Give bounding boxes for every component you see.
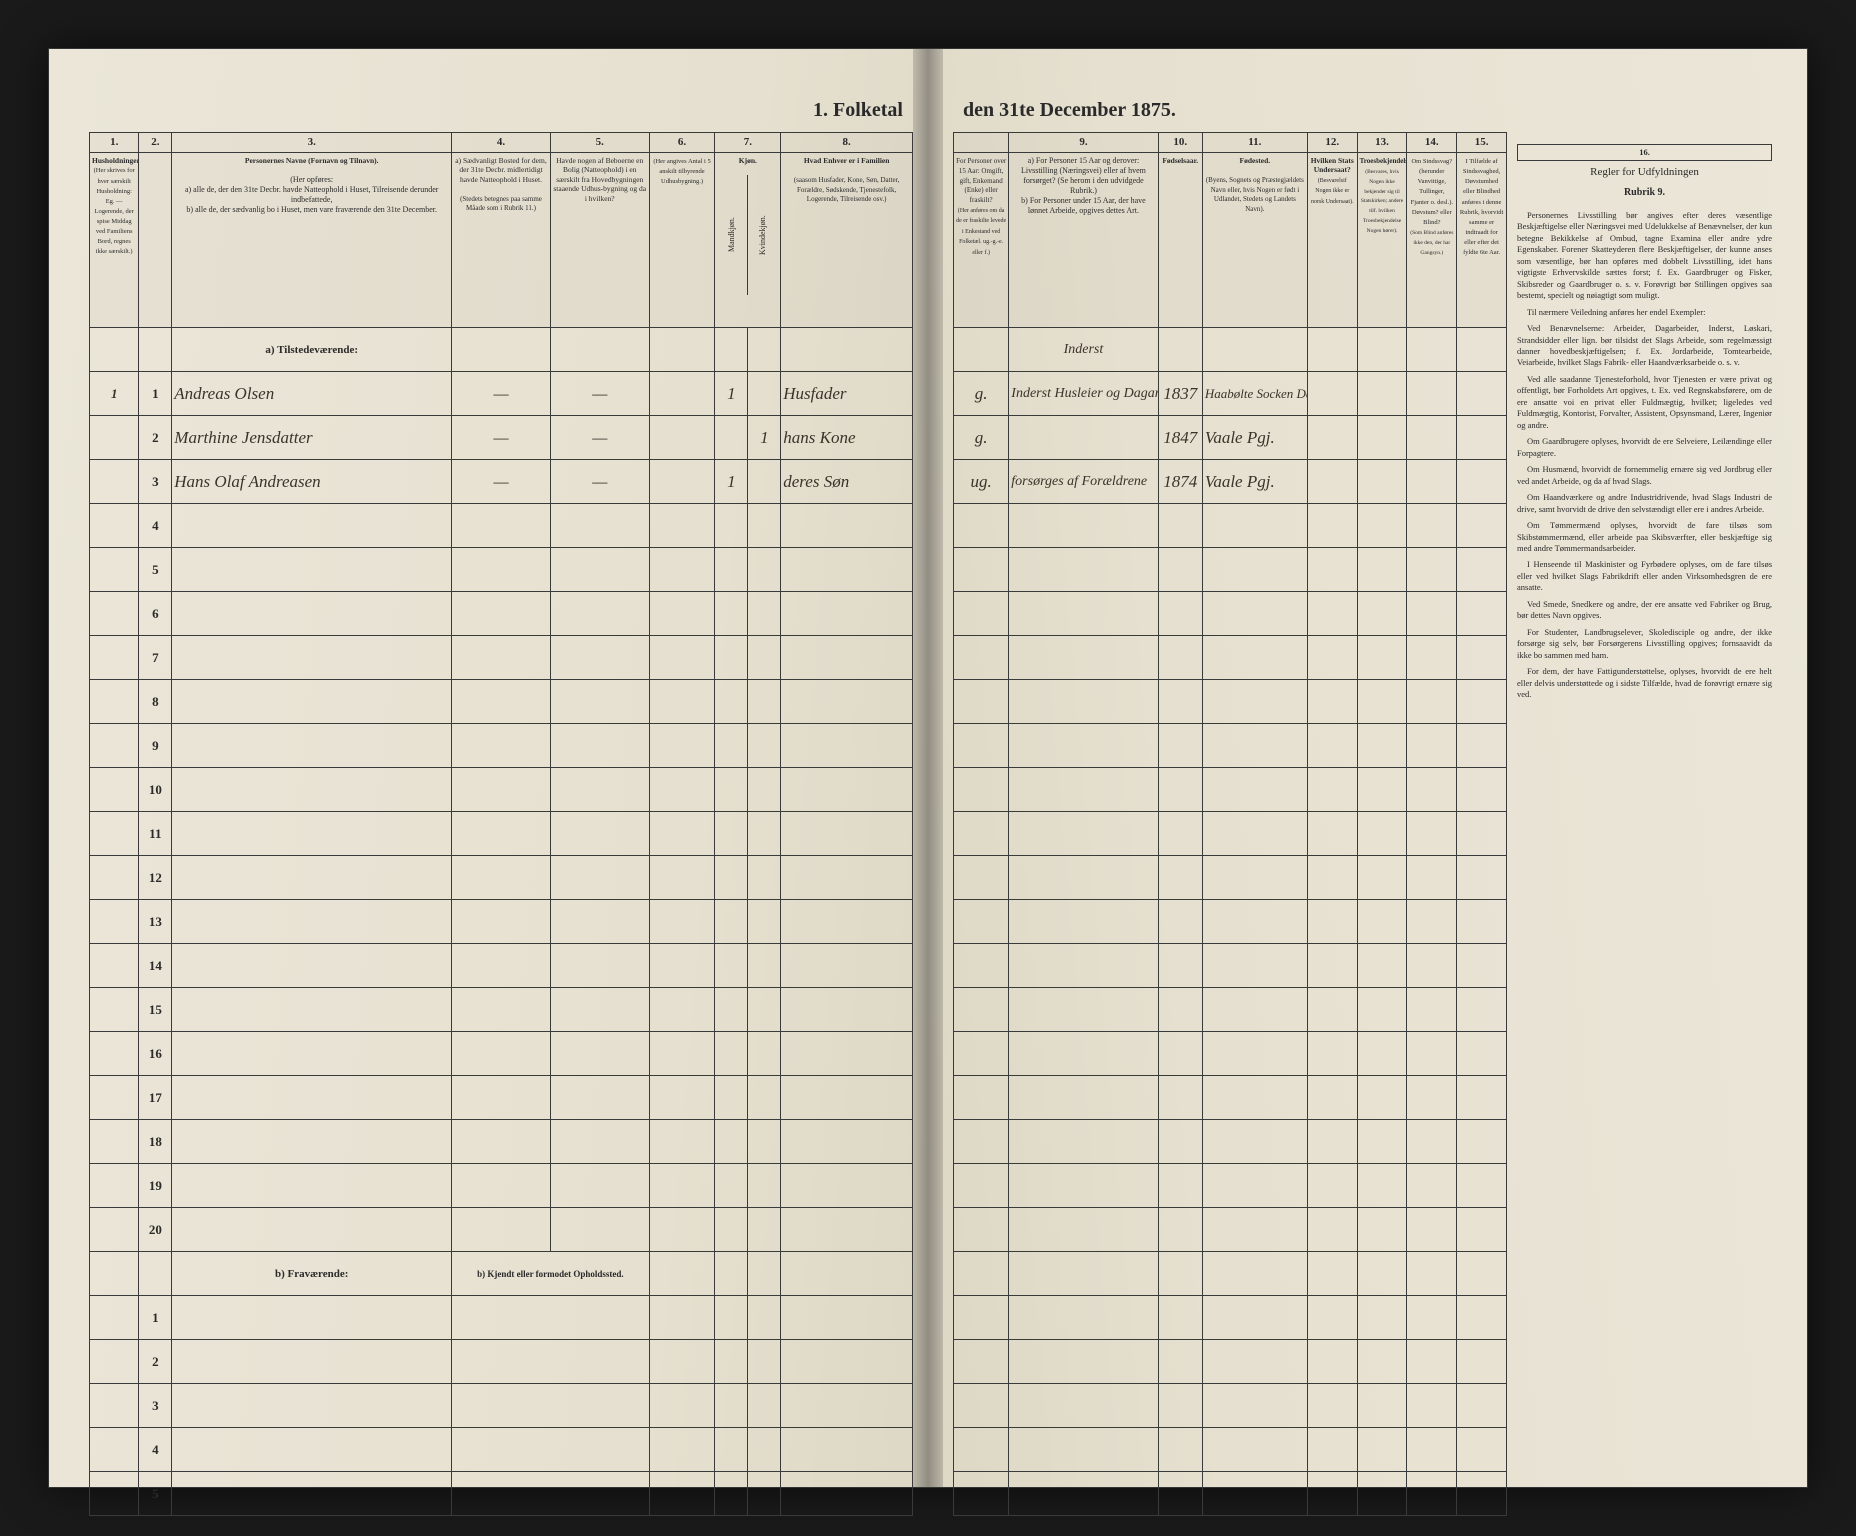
table-row: 20 [90,1208,913,1252]
table-row: 18 [90,1120,913,1164]
instructions-para: Ved alle saadanne Tjenesteforhold, hvor … [1517,374,1772,431]
h13: Troesbekjendelse. (Besvares, hvis Nogen … [1357,153,1407,328]
h15: I Tilfælde af Sindssvaghed, Døvstumhed e… [1457,153,1507,328]
instructions-column: 16. Regler for Udfyldningen Rubrik 9. Pe… [1517,144,1772,706]
table-row: 4 [90,1428,913,1472]
instructions-para: Ved Benævnelserne: Arbeider, Dagarbeider… [1517,323,1772,369]
person-name: Marthine Jensdatter [172,416,452,460]
instructions-para: I Henseende til Maskinister og Fyrbødere… [1517,559,1772,593]
table-row: 12 [90,856,913,900]
instructions-para: Om Husmænd, hvorvidt de fornemmelig ernæ… [1517,464,1772,487]
colnum-row: 9. 10. 11. 12. 13. 14. 15. [954,133,1507,153]
person-name: Hans Olaf Andreasen [172,460,452,504]
section-a-label: a) Tilstedeværende: [172,328,452,372]
h7: Kjøn. Mandkjøn. Kvindekjøn. [715,153,781,328]
h12: Hvilken Stats Undersaat? (Besvarelsif No… [1307,153,1357,328]
table-row: 9 [90,724,913,768]
instructions-para: Ved Smede, Snedkere og andre, der ere an… [1517,599,1772,622]
table-row: 5 [90,548,913,592]
table-row: 2 [90,1340,913,1384]
header-row: For Personer over 15 Aar: Omgift, gift, … [954,153,1507,328]
section-b-row: b) Fraværende: b) Kjendt eller formodet … [90,1252,913,1296]
table-row: 11 [90,812,913,856]
instructions-para: Om Gaardbrugere oplyses, hvorvidt de ere… [1517,436,1772,459]
cn-4: 4. [452,133,551,153]
h2 [139,153,172,328]
instructions-para: Personernes Livsstilling bør angives eft… [1517,210,1772,302]
cn-5: 5. [550,133,649,153]
cn-2: 2. [139,133,172,153]
table-row: 13 [90,900,913,944]
table-row: ug. forsørges af Forældrene 1874 Vaale P… [954,460,1507,504]
table-row: 1 [90,1296,913,1340]
instructions-body: Personernes Livsstilling bør angives eft… [1517,210,1772,701]
cn-1: 1. [90,133,139,153]
cn-3: 3. [172,133,452,153]
section-a-row: a) Tilstedeværende: [90,328,913,372]
cn-7: 7. [715,133,781,153]
table-row: g. Inderst Husleier og Dagarbeider 1837 … [954,372,1507,416]
table-row: 3 [90,1384,913,1428]
h1: Husholdninger. (Her skrives for hver sær… [90,153,139,328]
table-row: 14 [90,944,913,988]
table-row: 6 [90,592,913,636]
h8b: For Personer over 15 Aar: Omgift, gift, … [954,153,1009,328]
table-row: 4 [90,504,913,548]
header-row: Husholdninger. (Her skrives for hver sær… [90,153,913,328]
h3: Personernes Navne (Fornavn og Tilnavn). … [172,153,452,328]
table-row: 10 [90,768,913,812]
table-row: 8 [90,680,913,724]
h5: Havde nogen af Beboerne en Bolig (Natteo… [550,153,649,328]
instructions-para: Om Haandværkere og andre Industridrivend… [1517,492,1772,515]
h10: Fødselsaar. [1158,153,1202,328]
h9: a) For Personer 15 Aar og derover: Livss… [1009,153,1158,328]
table-row: 5 [90,1472,913,1516]
h11: Fødested. (Byens, Sognets og Præstegjæld… [1202,153,1307,328]
table-row: 16 [90,1032,913,1076]
colnum-row: 1. 2. 3. 4. 5. 6. 7. 8. [90,133,913,153]
instructions-para: Til nærmere Veiledning anføres her endel… [1517,307,1772,318]
h4: a) Sædvanligt Bosted for dem, der 31te D… [452,153,551,328]
table-row: 19 [90,1164,913,1208]
h8: Hvad Enhver er i Familien (saasom Husfad… [781,153,913,328]
table-row: 7 [90,636,913,680]
h14: Om Sindssvag? (herunder Vanvittige, Tull… [1407,153,1457,328]
right-table: 9. 10. 11. 12. 13. 14. 15. For Personer … [953,132,1507,1516]
cn-8: 8. [781,133,913,153]
left-page: 1. Folketal 1. 2. 3. 4. 5. 6. 7. 8. [49,49,933,1487]
table-row: 15 [90,988,913,1032]
table-row: g. 1847 Vaale Pgj. [954,416,1507,460]
table-row: 17 [90,1076,913,1120]
left-table: 1. 2. 3. 4. 5. 6. 7. 8. Husholdninger. (… [89,132,913,1516]
right-page: den 31te December 1875. 9. 10. 11. 12. 1… [933,49,1807,1487]
page-title-left: 1. Folketal [89,99,913,122]
instructions-sub: Rubrik 9. [1517,186,1772,200]
cn-16: 16. [1517,144,1772,161]
h6: (Her angives Antal i 5 anskilt tilbyrend… [649,153,715,328]
instructions-heading: Regler for Udfyldningen [1517,165,1772,180]
section-b-label: b) Fraværende: [172,1252,452,1296]
instructions-para: For Studenter, Landbrugselever, Skoledis… [1517,627,1772,661]
census-book: 1. Folketal 1. 2. 3. 4. 5. 6. 7. 8. [48,48,1808,1488]
instructions-para: Om Tømmermænd oplyses, hvorvidt de fare … [1517,520,1772,554]
instructions-para: For dem, der have Fattigunderstøttelse, … [1517,666,1772,700]
person-name: Andreas Olsen [172,372,452,416]
cn-6: 6. [649,133,715,153]
table-row: 3 Hans Olaf Andreasen — — 1 deres Søn [90,460,913,504]
page-title-right: den 31te December 1875. [953,99,1777,122]
table-row: 2 Marthine Jensdatter — — 1 hans Kone [90,416,913,460]
table-row: 1 1 Andreas Olsen — — 1 Husfader [90,372,913,416]
